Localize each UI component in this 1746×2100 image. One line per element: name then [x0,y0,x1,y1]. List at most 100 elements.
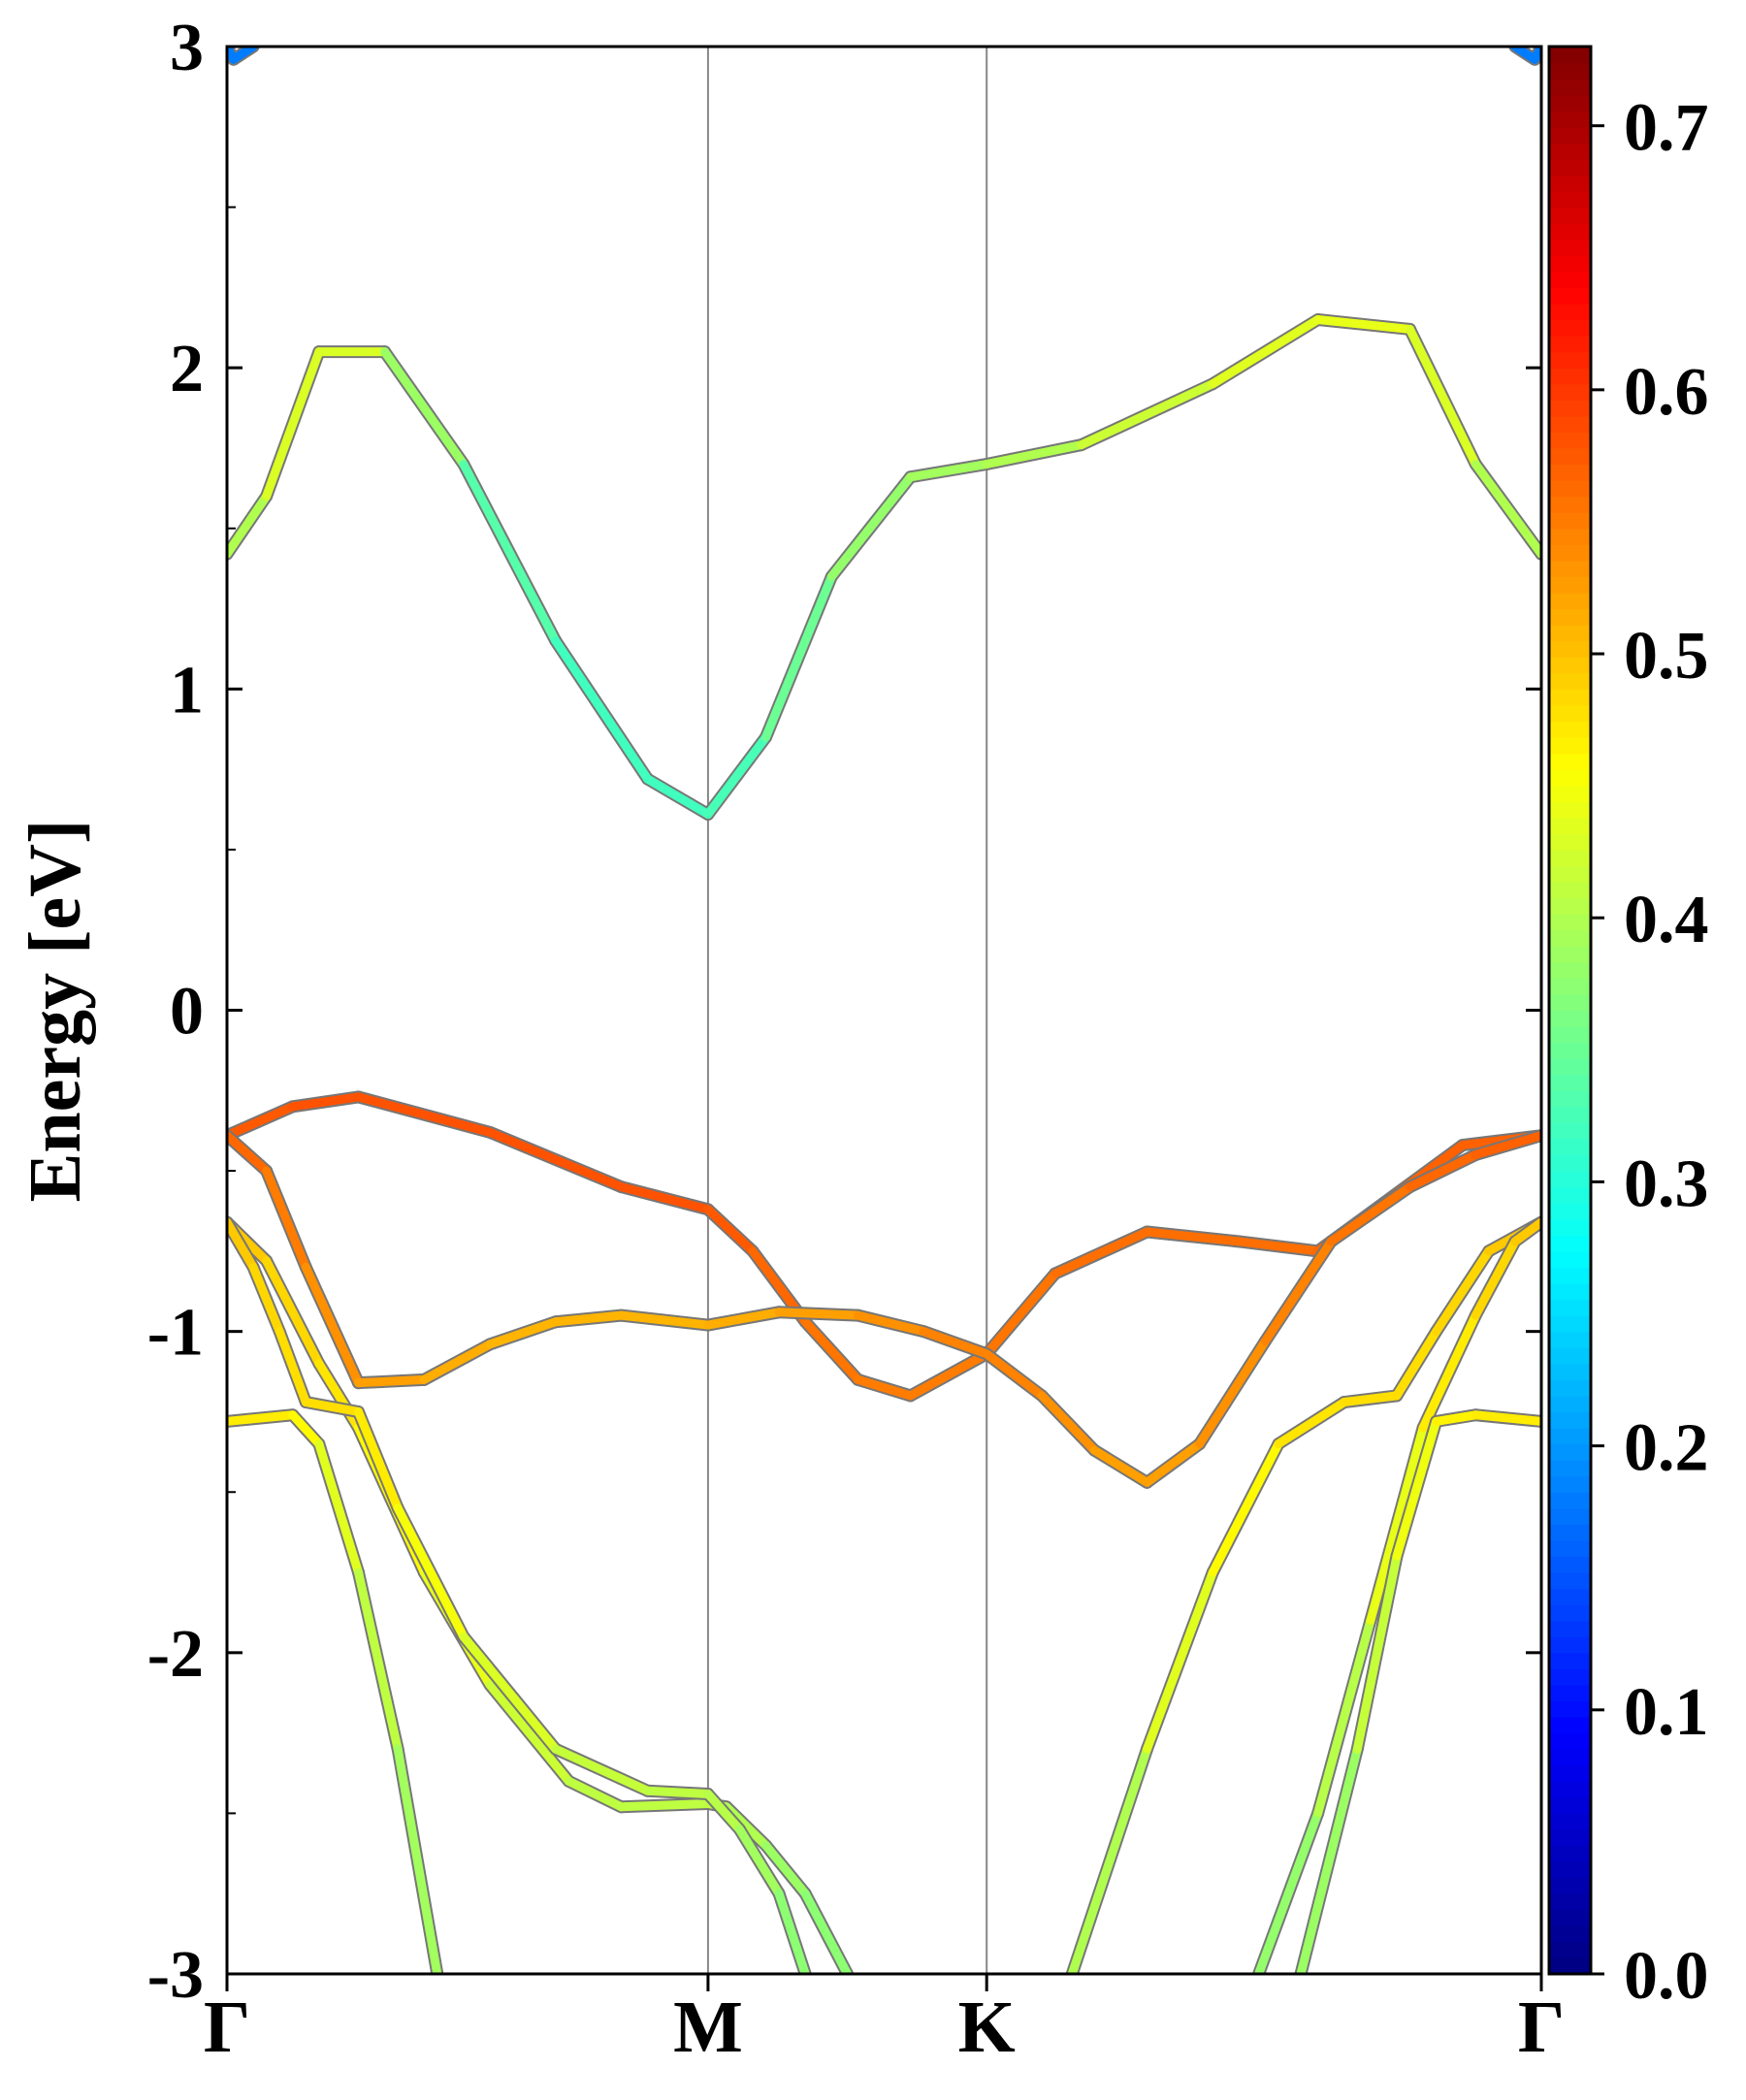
band-segment [1296,1744,1362,1974]
colorbar-swatch [1549,447,1591,466]
colorbar-swatch [1549,383,1591,401]
colorbar-swatch [1549,1235,1591,1252]
band-segment [1352,1551,1402,1754]
colorbar-swatch [1549,415,1591,433]
colorbar-swatch [1549,175,1591,192]
band-segment [551,636,653,784]
band-segment [229,47,258,64]
band-segment [800,1889,853,1974]
colorbar-swatch [1549,1428,1591,1445]
colorbar-swatch [1549,1925,1591,1943]
colorbar-swatch [1549,785,1591,802]
colorbar-tick-label: 0.7 [1624,91,1709,166]
colorbar-swatch [1549,1539,1591,1558]
colorbar-swatch [1549,1507,1591,1525]
band-segment [314,1439,363,1577]
band-segment [227,1217,258,1272]
band-segment [1208,1439,1283,1577]
band-segment [1274,1398,1349,1449]
band-10 [227,47,260,66]
colorbar-swatch [1549,1749,1591,1766]
colorbar-frame [1547,45,1593,1976]
band-6 [227,1408,444,1974]
band-segment [982,440,1086,469]
band-segment [643,1786,713,1799]
band-segment [1392,1327,1441,1401]
y-tick-label: 3 [170,11,204,85]
band-segment [314,1359,363,1433]
y-axis: 3 2 1 0 -1 -2 -3 [147,11,1541,2013]
band-segment [1471,1237,1520,1320]
band-segment [1406,1150,1480,1192]
y-tick-label: 1 [170,653,204,727]
band-segment [1313,314,1414,334]
colorbar-swatch [1549,1106,1591,1124]
colorbar-swatch [1549,1203,1591,1220]
colorbar-swatch [1549,753,1591,770]
high-symmetry-lines [706,47,988,1974]
band-segment [564,1776,626,1812]
colorbar: 0.0 0.1 0.2 0.3 0.4 0.5 0.6 0.7 [1547,45,1709,2014]
colorbar-swatch [1549,336,1591,353]
x-tick-label: Γ [204,1987,250,2068]
colorbar-swatch [1549,1042,1591,1059]
band-segment [1089,1445,1151,1487]
band-segment [485,1680,573,1786]
band-segment [906,460,991,482]
band-segment [1208,314,1323,389]
band-segment [354,1374,429,1388]
colorbar-tick-label: 0.4 [1624,883,1709,957]
band-segment [354,1406,403,1513]
colorbar-swatch [1549,1941,1591,1959]
band-segment [617,1798,713,1812]
colorbar-swatch [1549,625,1591,642]
colorbar-tick-label: 0.3 [1624,1147,1709,1221]
colorbar-swatch [1549,1395,1591,1413]
y-tick-label: 0 [170,975,204,1050]
colorbar-swatch [1549,592,1591,610]
colorbar-swatch [1549,1492,1591,1509]
colorbar-swatch [1549,1604,1591,1622]
colorbar-swatch [1549,1171,1591,1188]
colorbar-swatch [1549,271,1591,288]
colorbar-tick-label: 0.0 [1624,1939,1709,2014]
colorbar-swatch [1549,704,1591,723]
band-segment [643,774,713,819]
band-segment [1406,324,1480,469]
colorbar-swatch [1549,737,1591,755]
colorbar-swatch [1549,126,1591,144]
band-segment [761,1841,810,1898]
band-segment [301,1262,363,1388]
colorbar-swatch [1549,512,1591,530]
band-segment [262,1256,324,1369]
band-segment [1051,1227,1151,1278]
colorbar-swatch [1549,239,1591,256]
colorbar-swatch [1549,849,1591,867]
colorbar-swatch [1549,1074,1591,1091]
bands [227,47,1541,1974]
band-8 [1252,1215,1541,1974]
colorbar-swatch [1549,961,1591,979]
colorbar-swatch [1549,865,1591,883]
colorbar-swatch [1549,528,1591,545]
y-tick-label: -2 [147,1617,204,1692]
colorbar-swatch [1549,640,1591,658]
colorbar-swatch [1549,1347,1591,1365]
band-segment [354,1567,403,1754]
colorbar-swatch [1549,111,1591,128]
colorbar-swatch [1549,1331,1591,1348]
band-segment [1326,1182,1414,1246]
band-segment [906,1349,991,1401]
band-segment [826,472,916,581]
band-segment [1366,1423,1428,1626]
band-segment [982,1269,1060,1359]
colorbar-swatch [1549,1652,1591,1669]
colorbar-swatch [1549,1475,1591,1493]
band-segment [1418,1310,1480,1433]
colorbar-swatch [1549,993,1591,1012]
band-segment [1392,1416,1441,1561]
band-segment [393,1503,469,1641]
band-segment [459,460,561,646]
